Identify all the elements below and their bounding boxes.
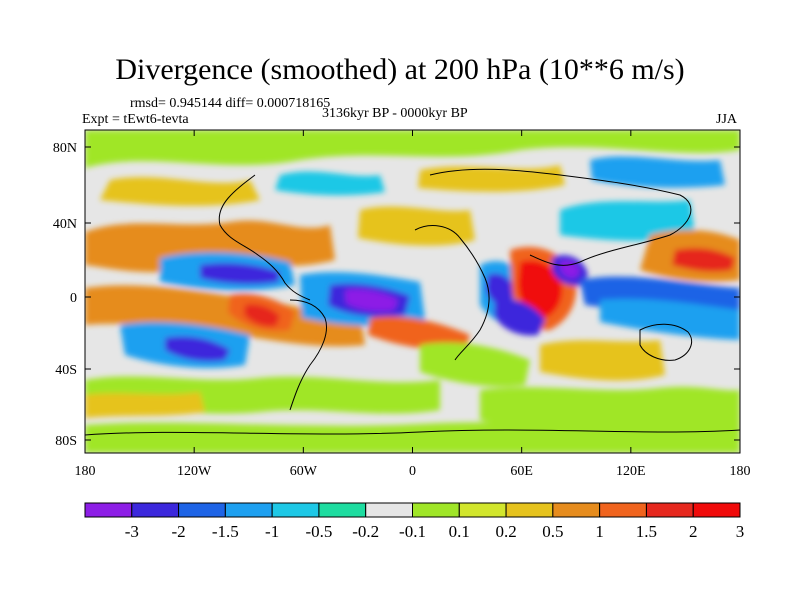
colorbar-label: -1.5 (212, 522, 239, 541)
colorbar-swatch (131, 502, 180, 518)
colorbar-label: -0.5 (305, 522, 332, 541)
field-patch (560, 200, 695, 241)
colorbar-label: -0.1 (399, 522, 426, 541)
colorbar-swatch (412, 502, 460, 518)
coastline-eurasia (429, 168, 692, 266)
field-patch (358, 206, 475, 246)
season-label: JJA (716, 112, 738, 127)
colorbar-label: 1.5 (636, 522, 657, 541)
x-tick-label: 180 (730, 464, 751, 479)
period-label: 3136kyr BP - 0000kyr BP (322, 106, 468, 121)
y-tick-label: 40N (53, 217, 77, 232)
field-patch (85, 392, 205, 418)
field-patch (420, 342, 530, 387)
field-patch (590, 156, 725, 188)
colorbar-swatch (505, 502, 554, 518)
map-field (85, 130, 740, 453)
experiment-label: Expt = tEwt6-tevta (82, 112, 189, 127)
x-tick-label: 0 (409, 464, 416, 479)
field-patch (345, 289, 398, 312)
coastline-north-america (218, 174, 311, 301)
colorbar-label: 0.5 (542, 522, 563, 541)
colorbar-label: 0.2 (495, 522, 516, 541)
field-patch (518, 260, 563, 320)
coastline-africa (414, 225, 490, 361)
colorbar-label: 0.1 (449, 522, 470, 541)
colorbar-swatch (365, 502, 414, 518)
colorbar-label: -3 (125, 522, 139, 541)
colorbar-label: -1 (265, 522, 279, 541)
field-patch (85, 422, 740, 453)
colorbar-label: 2 (689, 522, 698, 541)
colorbar-swatch (692, 502, 741, 518)
colorbar-swatch (599, 502, 647, 518)
map-axes: 180 120W 60W 0 60E 120E 180 80N 40N 0 40S 80S (53, 130, 751, 479)
field-patch (85, 285, 365, 347)
coastlines (85, 168, 740, 436)
field-patch (480, 386, 740, 431)
x-tick-label: 60E (510, 464, 533, 479)
colorbar-swatch (645, 502, 694, 518)
field-patch (200, 262, 280, 285)
colorbar-swatch (84, 502, 133, 518)
colorbar-swatch (271, 502, 320, 518)
field-patch (368, 316, 470, 351)
colorbar-label: -2 (171, 522, 185, 541)
x-tick-label: 180 (75, 464, 96, 479)
field-patch (275, 171, 385, 196)
colorbar: -3 -2 -1.5 -1 -0.5 -0.2 -0.1 0.1 0.2 0.5 1 1.5 2 3 (84, 502, 745, 541)
colorbar-swatch (458, 502, 507, 518)
y-tick-label: 0 (70, 291, 77, 306)
colorbar-label: -0.2 (352, 522, 379, 541)
coastline-australia (639, 323, 692, 361)
field-patch (540, 340, 665, 381)
field-patch (494, 299, 545, 336)
x-tick-label: 120E (616, 464, 646, 479)
y-tick-label: 40S (55, 363, 77, 378)
field-patch (486, 273, 515, 306)
field-patch (100, 177, 260, 206)
coastline-south-america (289, 299, 327, 411)
field-patch (672, 247, 735, 272)
stats-text: rmsd= 0.945144 diff= 0.000718165 (130, 96, 331, 111)
field-patch (85, 130, 740, 168)
field-patch (165, 336, 230, 362)
y-tick-label: 80S (55, 434, 77, 449)
colorbar-label: 3 (736, 522, 745, 541)
colorbar-swatch (552, 502, 601, 518)
plot-title: Divergence (smoothed) at 200 hPa (10**6 … (115, 53, 685, 86)
colorbar-swatch (178, 502, 226, 518)
colorbar-label: 1 (595, 522, 604, 541)
x-tick-label: 120W (177, 464, 212, 479)
colorbar-swatch (224, 502, 273, 518)
y-tick-label: 80N (53, 141, 77, 156)
x-tick-label: 60W (290, 464, 318, 479)
colorbar-swatch (318, 502, 367, 518)
field-patch (600, 299, 740, 340)
field-patch (244, 304, 280, 327)
coastline-antarctica (85, 429, 740, 436)
